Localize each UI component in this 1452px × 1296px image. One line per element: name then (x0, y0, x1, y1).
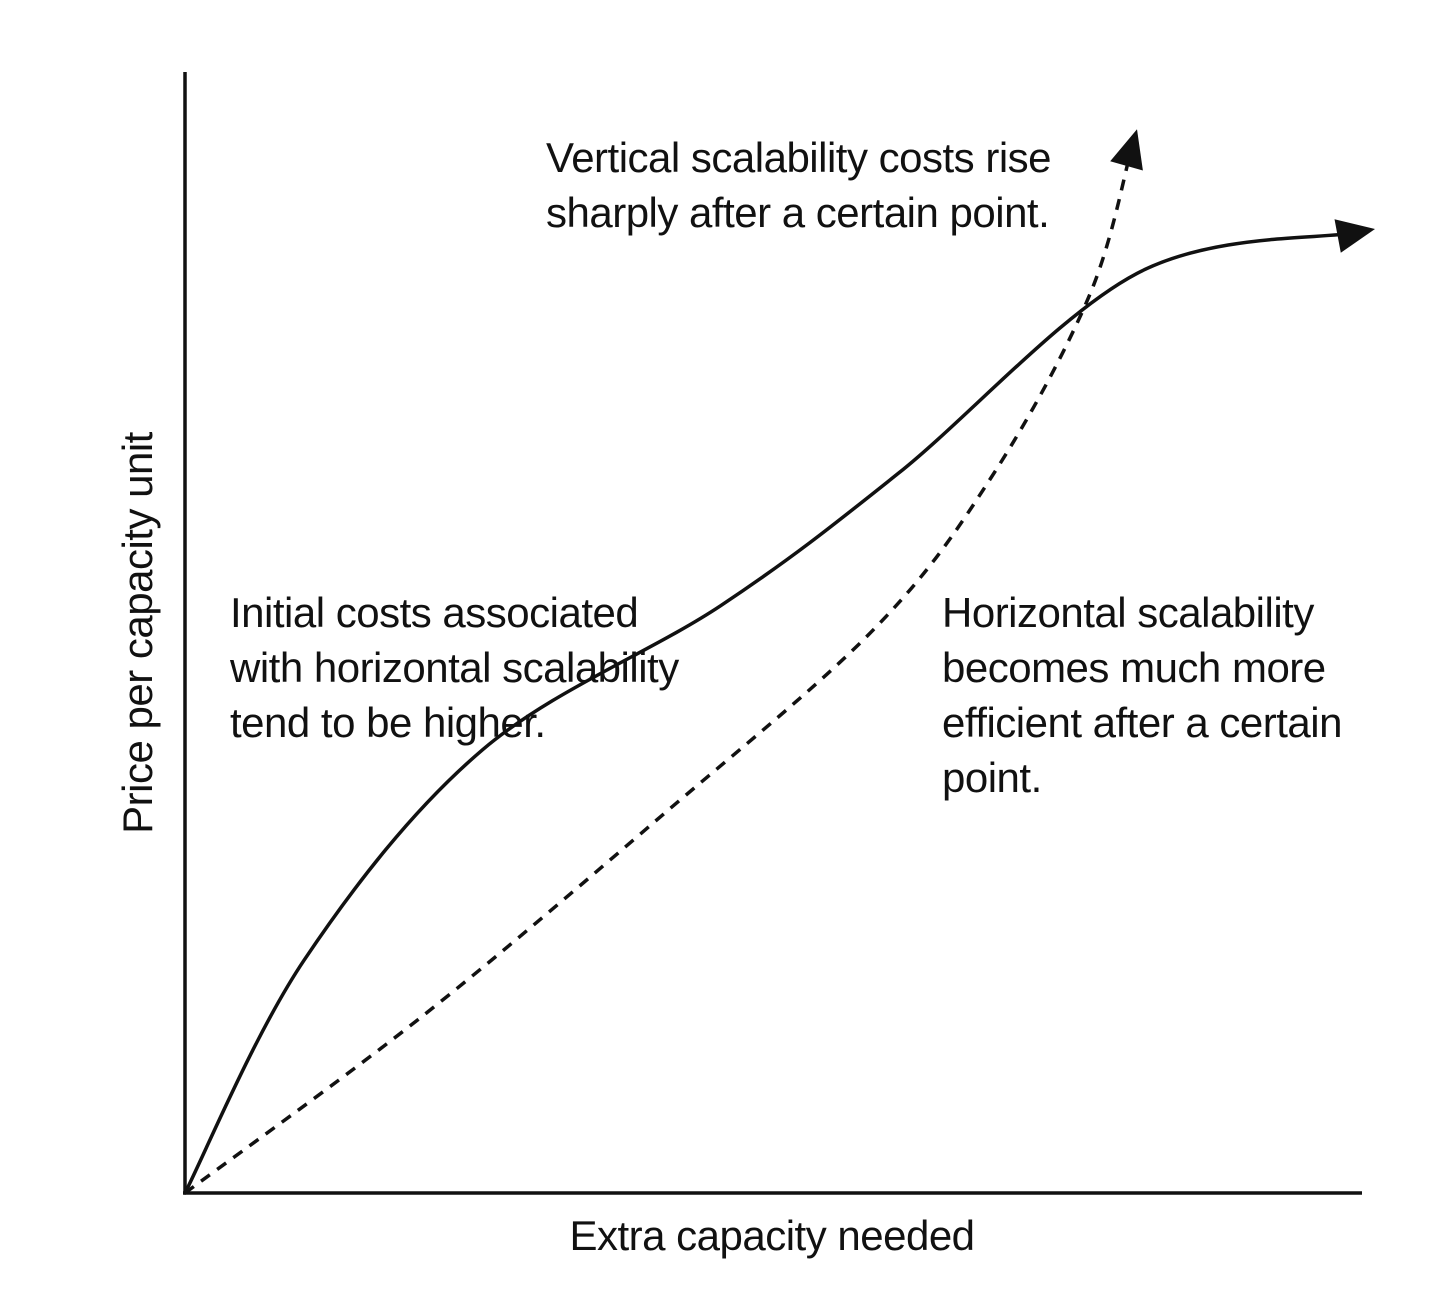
y-axis-label: Price per capacity unit (114, 431, 161, 834)
annotation-initial: Initial costs associated with horizontal… (229, 589, 690, 746)
annotation-horizontal-line-4: point. (942, 754, 1042, 801)
annotation-vertical-line-1: Vertical scalability costs rise (546, 134, 1051, 181)
annotation-initial-line-2: with horizontal scalability (229, 644, 679, 691)
annotation-horizontal-line-3: efficient after a certain (942, 699, 1342, 746)
vertical-scalability-arrowhead (1110, 129, 1143, 171)
vertical-scalability-line (183, 148, 1134, 1195)
annotation-horizontal-line-2: becomes much more (942, 644, 1326, 691)
annotation-vertical-line-2: sharply after a certain point. (546, 189, 1049, 236)
annotation-initial-line-3: tend to be higher. (230, 699, 546, 746)
annotation-horizontal-line-1: Horizontal scalability (942, 589, 1314, 636)
annotation-vertical: Vertical scalability costs rise sharply … (546, 134, 1062, 236)
x-axis-label: Extra capacity needed (569, 1212, 974, 1259)
horizontal-scalability-arrowhead (1334, 219, 1375, 253)
horizontal-scalability-line (183, 230, 1358, 1195)
annotation-initial-line-1: Initial costs associated (230, 589, 638, 636)
annotation-horizontal: Horizontal scalability becomes much more… (942, 589, 1353, 801)
